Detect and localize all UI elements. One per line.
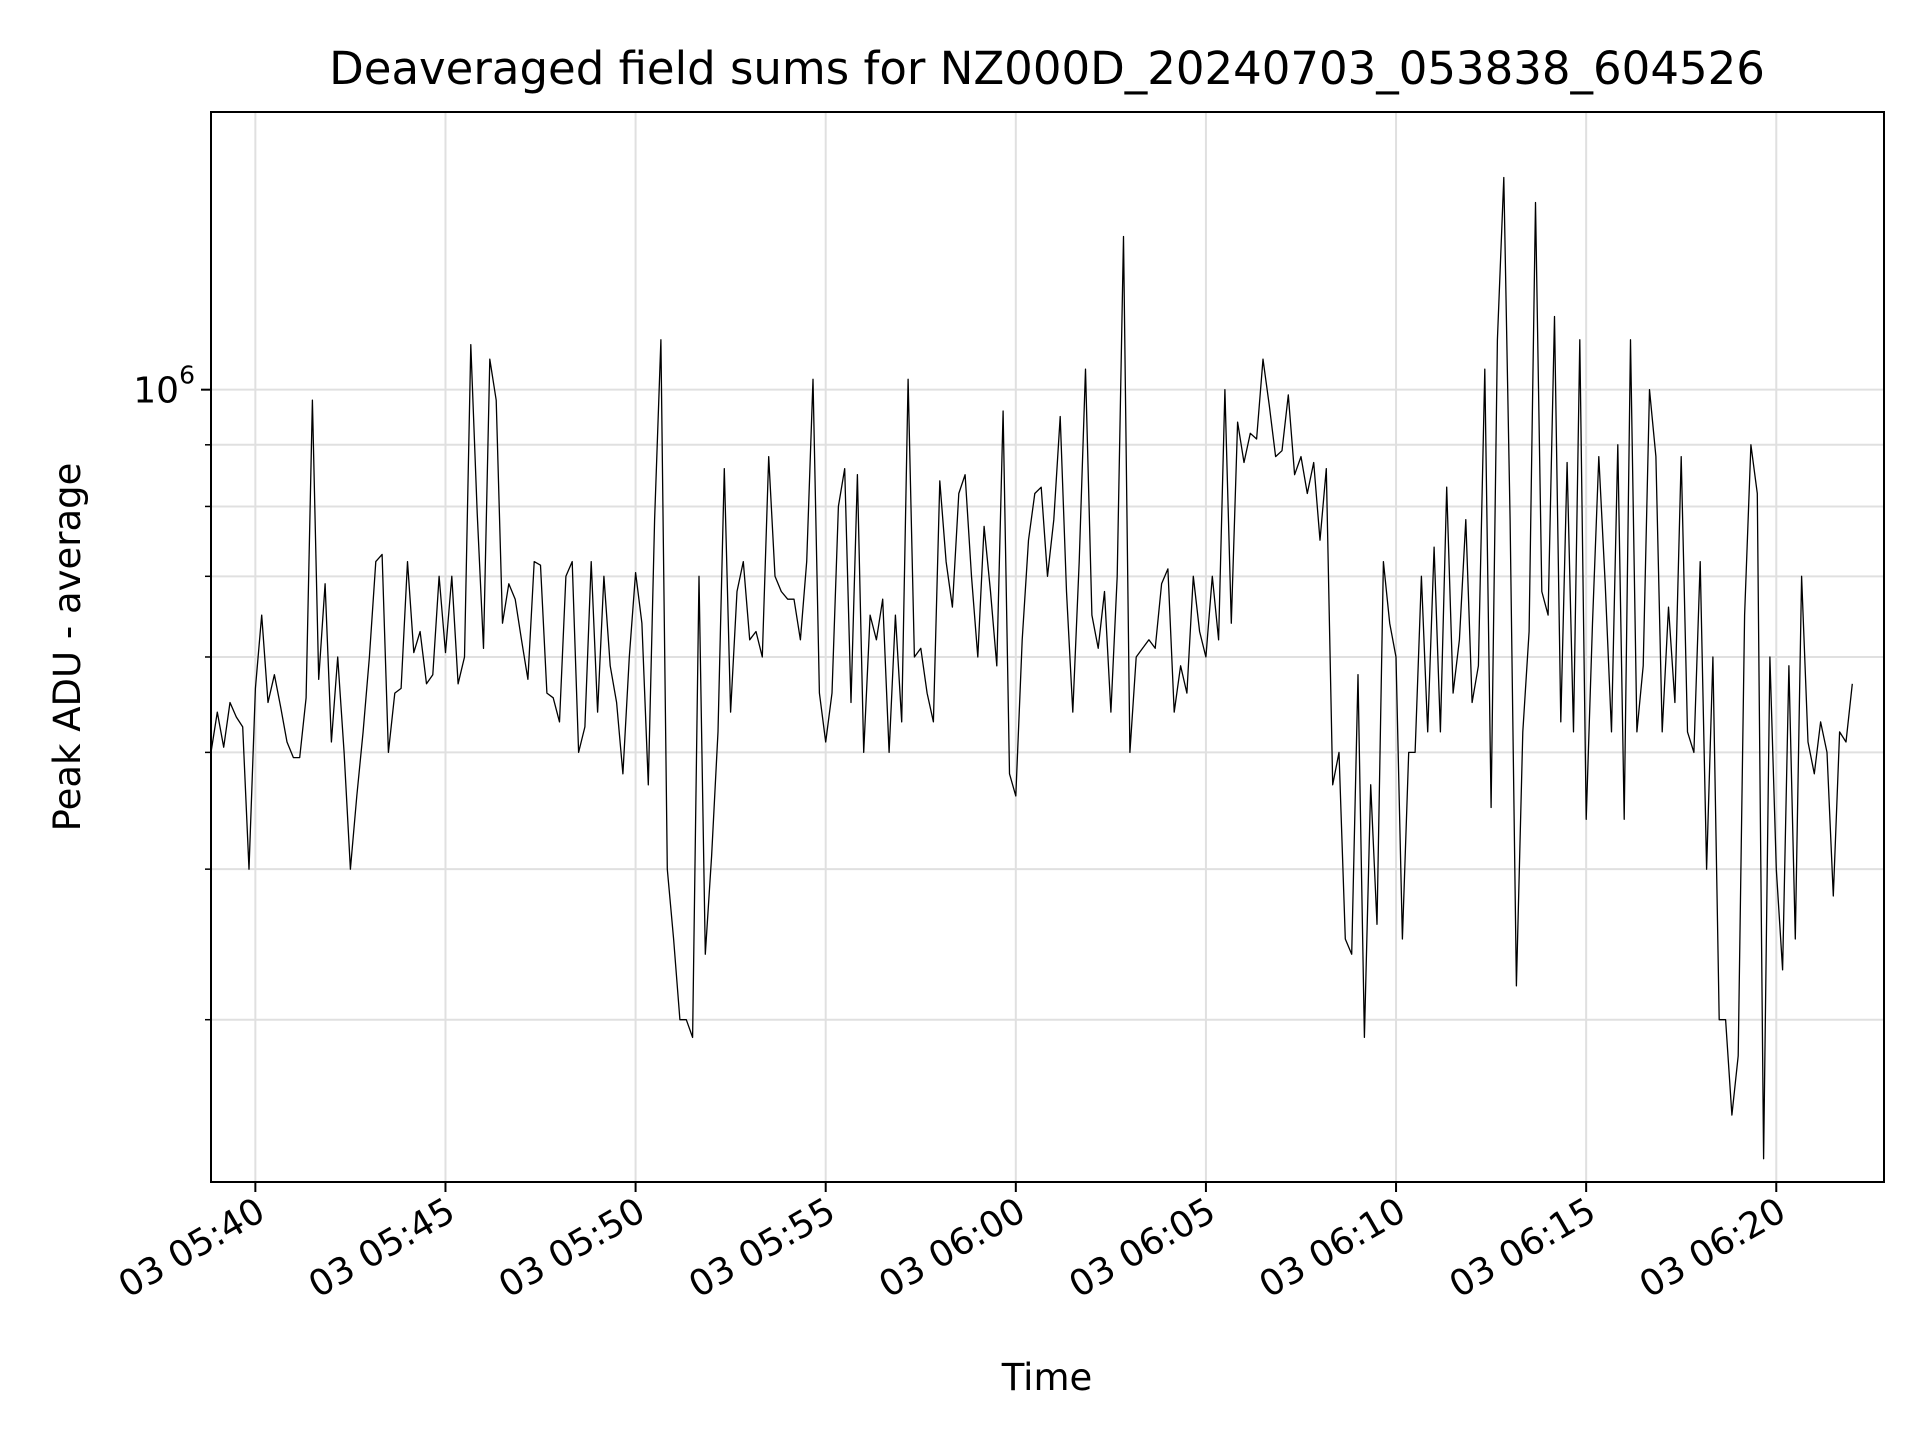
y-tick-label-exponent: 6 bbox=[179, 361, 195, 390]
series-layer bbox=[210, 176, 1853, 1160]
y-axis-label: Peak ADU - average bbox=[46, 463, 89, 832]
series-line bbox=[210, 176, 1853, 1160]
chart-title: Deaveraged field sums for NZ000D_2024070… bbox=[329, 42, 1765, 95]
plot-frame bbox=[210, 111, 1885, 1183]
y-tick-label: 10 bbox=[133, 371, 179, 412]
x-axis-label: Time bbox=[1001, 1356, 1093, 1399]
